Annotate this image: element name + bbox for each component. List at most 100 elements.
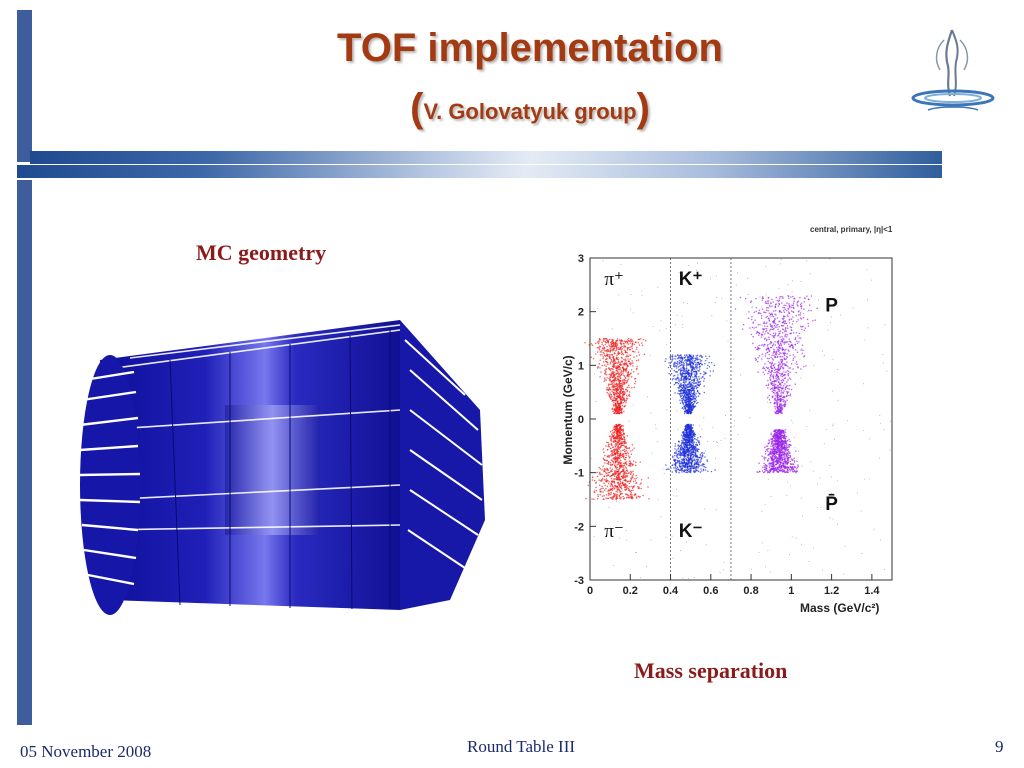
- data-point: [798, 332, 801, 335]
- data-point: [773, 351, 775, 354]
- data-point: [765, 302, 768, 305]
- data-point: [622, 401, 625, 404]
- data-point: [699, 471, 702, 473]
- data-point: [622, 444, 624, 447]
- data-point: [605, 337, 608, 340]
- data-point: [676, 459, 679, 462]
- data-point: [632, 370, 635, 373]
- data-point: [688, 436, 690, 439]
- data-point: [685, 366, 688, 368]
- data-point: [613, 482, 616, 484]
- data-point: [625, 362, 628, 364]
- data-point: [623, 476, 625, 478]
- data-point: [677, 468, 680, 470]
- noise-point: [751, 306, 753, 308]
- data-point: [683, 431, 686, 433]
- data-point: [602, 361, 605, 363]
- data-point: [610, 398, 612, 401]
- data-point: [682, 361, 685, 364]
- data-point: [676, 357, 678, 360]
- data-point: [617, 424, 619, 426]
- data-point: [689, 459, 691, 461]
- data-point: [616, 477, 618, 479]
- data-point: [623, 472, 626, 474]
- data-point: [613, 375, 615, 378]
- noise-point: [715, 297, 717, 299]
- data-point: [797, 314, 800, 316]
- data-point: [610, 343, 613, 346]
- data-point: [780, 397, 782, 399]
- noise-point: [725, 415, 727, 417]
- data-point: [700, 455, 702, 457]
- data-point: [625, 355, 627, 358]
- data-point: [776, 393, 779, 395]
- data-point: [606, 449, 609, 451]
- noise-point: [737, 434, 739, 436]
- data-point: [616, 430, 619, 433]
- data-point: [696, 378, 699, 380]
- data-point: [617, 444, 620, 446]
- noise-point: [602, 260, 604, 262]
- data-point: [602, 491, 604, 493]
- noise-point: [676, 495, 678, 497]
- noise-point: [879, 457, 881, 459]
- data-point: [786, 393, 789, 395]
- data-point: [624, 351, 627, 353]
- data-point: [614, 478, 617, 480]
- data-point: [790, 362, 793, 365]
- data-point: [688, 440, 691, 443]
- data-point: [615, 388, 618, 391]
- data-point: [782, 297, 784, 300]
- data-point: [692, 384, 694, 386]
- data-point: [702, 465, 704, 467]
- noise-point: [732, 371, 734, 373]
- data-point: [681, 366, 684, 369]
- data-point: [806, 295, 808, 297]
- data-point: [756, 346, 759, 348]
- data-point: [625, 488, 628, 490]
- data-point: [697, 401, 699, 404]
- data-point: [622, 457, 625, 459]
- data-point: [792, 310, 794, 313]
- data-point: [697, 358, 700, 361]
- data-point: [617, 370, 619, 372]
- data-point: [773, 367, 776, 369]
- data-point: [624, 479, 626, 482]
- noise-point: [819, 477, 821, 479]
- noise-point: [786, 494, 788, 496]
- data-point: [631, 444, 634, 446]
- data-point: [787, 295, 789, 297]
- data-point: [768, 399, 771, 401]
- data-point: [626, 434, 629, 437]
- data-point: [774, 309, 777, 312]
- data-point: [779, 356, 781, 358]
- data-point: [769, 343, 771, 345]
- data-point: [757, 360, 759, 363]
- data-point: [634, 480, 637, 482]
- data-point: [690, 434, 692, 436]
- data-point: [779, 342, 782, 345]
- data-point: [618, 431, 621, 434]
- data-point: [629, 342, 631, 345]
- data-point: [703, 391, 706, 394]
- data-point: [639, 483, 641, 485]
- data-point: [788, 304, 790, 307]
- noise-point: [823, 443, 825, 445]
- noise-point: [615, 501, 617, 503]
- data-point: [639, 495, 641, 498]
- data-point: [775, 374, 778, 377]
- noise-point: [671, 535, 673, 537]
- data-point: [695, 448, 698, 450]
- data-point: [616, 497, 618, 500]
- data-point: [680, 378, 683, 381]
- data-point: [784, 315, 786, 318]
- data-point: [779, 362, 781, 365]
- data-point: [692, 439, 694, 441]
- noise-point: [752, 306, 754, 308]
- noise-point: [803, 313, 805, 315]
- data-point: [691, 393, 694, 395]
- data-point: [613, 441, 615, 443]
- data-point: [642, 494, 644, 497]
- data-point: [684, 469, 686, 471]
- data-point: [768, 394, 771, 397]
